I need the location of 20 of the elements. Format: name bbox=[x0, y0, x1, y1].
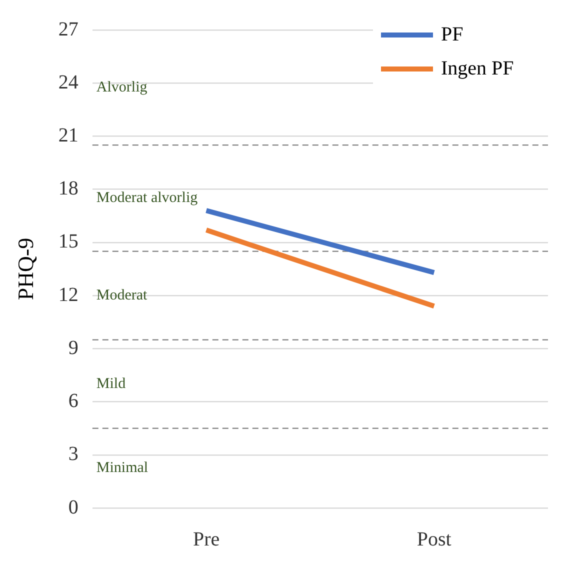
y-tick-label: 3 bbox=[68, 443, 78, 466]
annotation: Mild bbox=[96, 376, 126, 392]
annotation: Moderat alvorlig bbox=[96, 190, 198, 206]
annotation: Moderat bbox=[96, 287, 148, 304]
annotation: Minimal bbox=[96, 460, 148, 476]
x-tick-label: Post bbox=[416, 528, 452, 550]
y-tick-label: 21 bbox=[58, 124, 78, 146]
legend-label: Ingen PF bbox=[441, 57, 514, 80]
x-tick-label: Pre bbox=[192, 528, 220, 550]
y-tick-label: 18 bbox=[58, 178, 78, 200]
annotation: Alvorlig bbox=[96, 79, 148, 96]
y-tick-label: 0 bbox=[68, 496, 78, 518]
y-tick-label: 12 bbox=[58, 284, 78, 306]
legend-label: PF bbox=[441, 23, 464, 46]
y-tick-label: 24 bbox=[58, 71, 78, 94]
y-tick-label: 9 bbox=[68, 336, 78, 359]
y-tick-label: 15 bbox=[58, 230, 78, 253]
y-tick-label: 6 bbox=[68, 390, 78, 412]
y-tick-label: 27 bbox=[58, 18, 78, 40]
y-axis-title: PHQ-9 bbox=[12, 238, 38, 300]
